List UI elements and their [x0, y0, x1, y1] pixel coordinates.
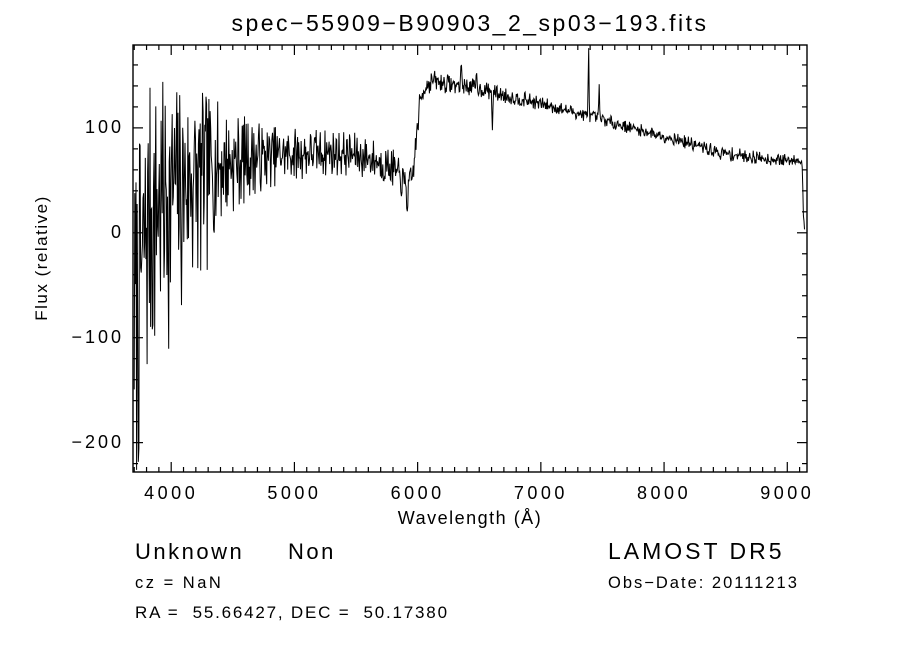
- plot-title: spec−55909−B90903_2_sp03−193.fits: [231, 10, 709, 36]
- x-tick-label: 7000: [513, 483, 568, 503]
- spectrum-line: [133, 48, 805, 470]
- subclass-label: Non: [288, 539, 336, 564]
- classification-label: Unknown: [135, 539, 245, 564]
- cz-value: cz = NaN: [135, 574, 224, 592]
- obs-date-label: Obs−Date: 20111213: [608, 574, 799, 592]
- y-tick-label: −100: [71, 326, 124, 347]
- ra-dec-value: RA = 55.66427, DEC = 50.17380: [135, 603, 449, 622]
- plot-frame: [132, 44, 808, 473]
- y-tick-label: 100: [84, 116, 124, 137]
- x-tick-label: 4000: [144, 483, 199, 503]
- tick-marks: [133, 45, 807, 472]
- survey-label: LAMOST DR5: [608, 538, 785, 564]
- y-tick-label: 0: [110, 221, 124, 242]
- y-tick-label: −200: [71, 431, 124, 452]
- x-tick-label: 6000: [390, 483, 445, 503]
- x-axis-label: Wavelength (Å): [397, 508, 543, 528]
- x-tick-label: 5000: [267, 483, 322, 503]
- x-tick-label: 9000: [760, 483, 815, 503]
- x-tick-label: 8000: [637, 483, 692, 503]
- y-axis-label: Flux (relative): [32, 195, 51, 321]
